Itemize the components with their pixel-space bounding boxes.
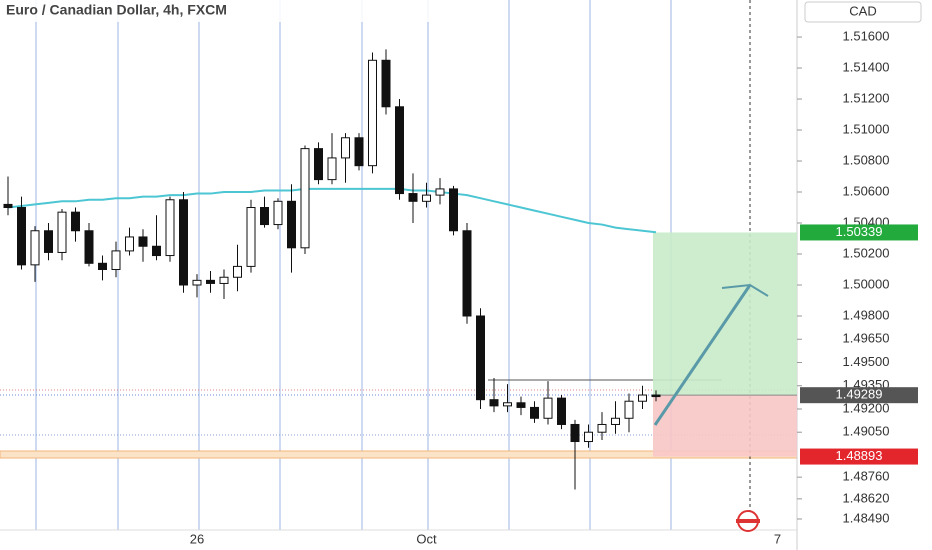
candle-body [273,200,283,226]
candle-body [557,397,566,425]
arrow-head [721,283,769,297]
candle-body [206,279,215,284]
candle-body [165,199,175,257]
candle-body [71,211,80,232]
y-tick-label: 1.49650 [843,331,890,346]
price-badge-label: 1.48893 [836,448,883,463]
y-tick-label: 1.50200 [843,245,890,260]
candle-body [354,137,364,167]
plot [3,49,797,490]
candle-body [179,199,188,286]
candle-body [422,194,431,202]
y-tick-label: 1.51200 [843,90,890,105]
y-tick-label: 1.48490 [843,510,890,525]
candle-body [111,250,121,270]
moving-average [7,187,657,234]
y-tick-label: 1.50600 [843,183,890,198]
target-zone [653,232,797,396]
candle-body [260,207,269,226]
y-tick-label: 1.50000 [843,276,890,291]
y-tick-label: 1.48760 [843,469,890,484]
candle-body [138,236,148,247]
flag-band [736,519,760,523]
candle-body [530,406,539,419]
price-badge [800,387,918,404]
y-tick-label: 1.51600 [843,28,890,43]
x-tick-label: 7 [774,531,781,546]
y-tick-label: 1.49050 [843,424,890,439]
candle-body [651,394,661,398]
price-badge [800,224,918,241]
candle-body [84,230,94,264]
title-bg [0,0,465,22]
candle-body [368,59,377,167]
projection-arrow [653,284,752,426]
candle-body [192,279,202,286]
candle-body [543,397,553,419]
candle-body [638,394,647,402]
y-tick-label: 1.51000 [843,121,890,136]
price-badge-label: 1.49289 [836,387,883,402]
price-badge [800,448,918,465]
candle-body [435,188,445,196]
candle-body [408,193,418,202]
candle-body [287,200,296,249]
x-tick-label: Oct [416,531,437,546]
y-tick-label: 1.49500 [843,354,890,369]
candle-body [503,402,512,407]
candle-body [233,265,242,278]
price-badge-label: 1.50339 [836,224,883,239]
candle-body [584,431,593,443]
candle-body [462,230,472,317]
candle-body [381,59,391,108]
candle-body [449,188,458,232]
candle-body [125,236,134,252]
y-tick-label: 1.51400 [843,59,890,74]
candle-body [300,148,310,249]
candle-body [314,148,323,181]
candle-body [3,203,13,209]
candle-body [30,230,40,266]
candle-body [489,399,499,407]
candle-body [611,417,620,425]
x-tick-label: 26 [190,531,204,546]
candle-body [597,423,607,433]
currency-box[interactable] [804,1,922,23]
candle-body [219,276,229,284]
y-tick-label: 1.49200 [843,400,890,415]
currency: CAD [849,3,876,18]
candle-body [341,137,350,159]
candle-body [17,207,26,266]
overlay: Euro / Canadian Dollar, 4h, FXCM CAD [0,0,922,532]
candle-body [395,106,404,195]
candle-body [57,211,67,253]
candle-body [570,423,580,443]
candle-body [98,262,107,270]
y-tick-label: 1.50800 [843,152,890,167]
candle-body [152,245,161,257]
chart-title: Euro / Canadian Dollar, 4h, FXCM [6,2,227,18]
candle-body [44,230,53,253]
candle-body [516,402,526,408]
candle-body [624,400,634,419]
stop-zone [653,395,797,457]
y-tick-label: 1.49800 [843,307,890,322]
candle-body [327,157,337,181]
y-tick-label: 1.48620 [843,490,890,505]
candle-body [476,315,485,401]
candle-body [246,207,256,267]
